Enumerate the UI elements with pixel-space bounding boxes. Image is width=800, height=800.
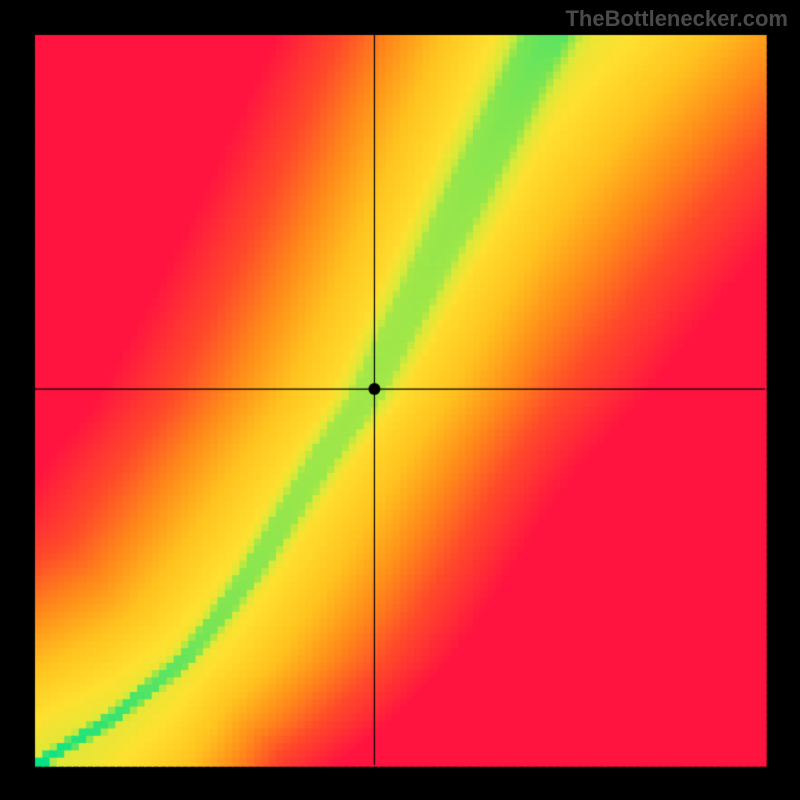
- heatmap-canvas: [0, 0, 800, 800]
- watermark-text: TheBottlenecker.com: [565, 6, 788, 32]
- chart-container: { "canvas": { "width": 800, "height": 80…: [0, 0, 800, 800]
